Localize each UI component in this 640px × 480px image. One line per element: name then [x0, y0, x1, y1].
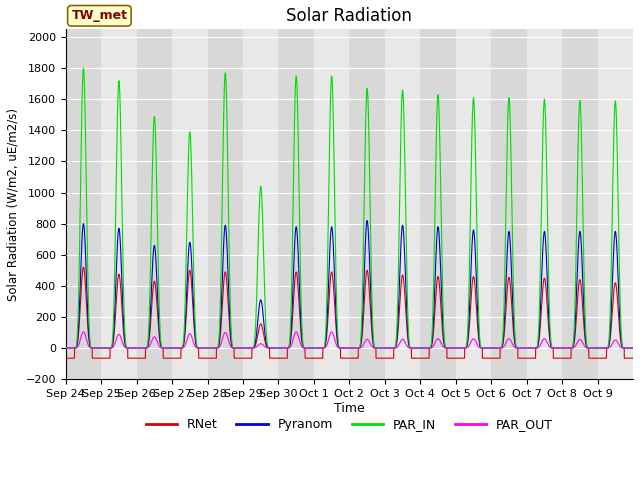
Bar: [598, 29, 633, 379]
PAR_OUT: [548, 345, 556, 351]
Text: TW_met: TW_met: [72, 9, 127, 22]
PAR_OUT: [629, 345, 637, 351]
Line: Pyranom: Pyranom: [66, 221, 633, 348]
PAR_IN: [79, 65, 87, 71]
PAR_OUT: [62, 345, 70, 351]
PAR_OUT: [401, 339, 409, 345]
Bar: [172, 29, 207, 379]
RNet: [401, 295, 409, 301]
Bar: [562, 29, 598, 379]
PAR_IN: [371, 344, 378, 350]
Pyranom: [629, 345, 637, 351]
PAR_IN: [62, 345, 70, 351]
Line: RNet: RNet: [66, 267, 633, 358]
Pyranom: [506, 229, 513, 235]
PAR_IN: [629, 345, 637, 351]
X-axis label: Time: Time: [334, 402, 365, 415]
Pyranom: [401, 261, 409, 267]
Bar: [420, 29, 456, 379]
Bar: [66, 29, 101, 379]
Pyranom: [533, 345, 541, 350]
PAR_OUT: [371, 345, 378, 351]
Pyranom: [548, 345, 556, 350]
Bar: [349, 29, 385, 379]
PAR_OUT: [79, 329, 87, 335]
Pyranom: [364, 218, 371, 224]
RNet: [371, 345, 378, 351]
RNet: [62, 355, 70, 361]
Bar: [527, 29, 562, 379]
Pyranom: [62, 345, 70, 351]
PAR_IN: [401, 168, 409, 174]
PAR_OUT: [533, 345, 541, 351]
Bar: [278, 29, 314, 379]
PAR_IN: [506, 96, 513, 101]
Pyranom: [371, 345, 378, 350]
Bar: [385, 29, 420, 379]
Legend: RNet, Pyranom, PAR_IN, PAR_OUT: RNet, Pyranom, PAR_IN, PAR_OUT: [141, 413, 558, 436]
Line: PAR_OUT: PAR_OUT: [66, 332, 633, 348]
Line: PAR_IN: PAR_IN: [66, 68, 633, 348]
PAR_IN: [533, 344, 541, 350]
Bar: [101, 29, 136, 379]
PAR_IN: [180, 338, 188, 344]
Bar: [136, 29, 172, 379]
Bar: [492, 29, 527, 379]
Title: Solar Radiation: Solar Radiation: [287, 7, 412, 25]
PAR_IN: [548, 344, 556, 349]
RNet: [533, 345, 541, 351]
Y-axis label: Solar Radiation (W/m2, uE/m2/s): Solar Radiation (W/m2, uE/m2/s): [7, 108, 20, 301]
RNet: [79, 264, 87, 270]
RNet: [629, 355, 637, 361]
RNet: [180, 343, 188, 348]
Bar: [207, 29, 243, 379]
Bar: [456, 29, 492, 379]
RNet: [548, 345, 556, 350]
PAR_OUT: [180, 345, 188, 350]
Pyranom: [179, 342, 187, 348]
Bar: [314, 29, 349, 379]
Bar: [243, 29, 278, 379]
PAR_OUT: [506, 336, 513, 342]
RNet: [506, 275, 513, 280]
